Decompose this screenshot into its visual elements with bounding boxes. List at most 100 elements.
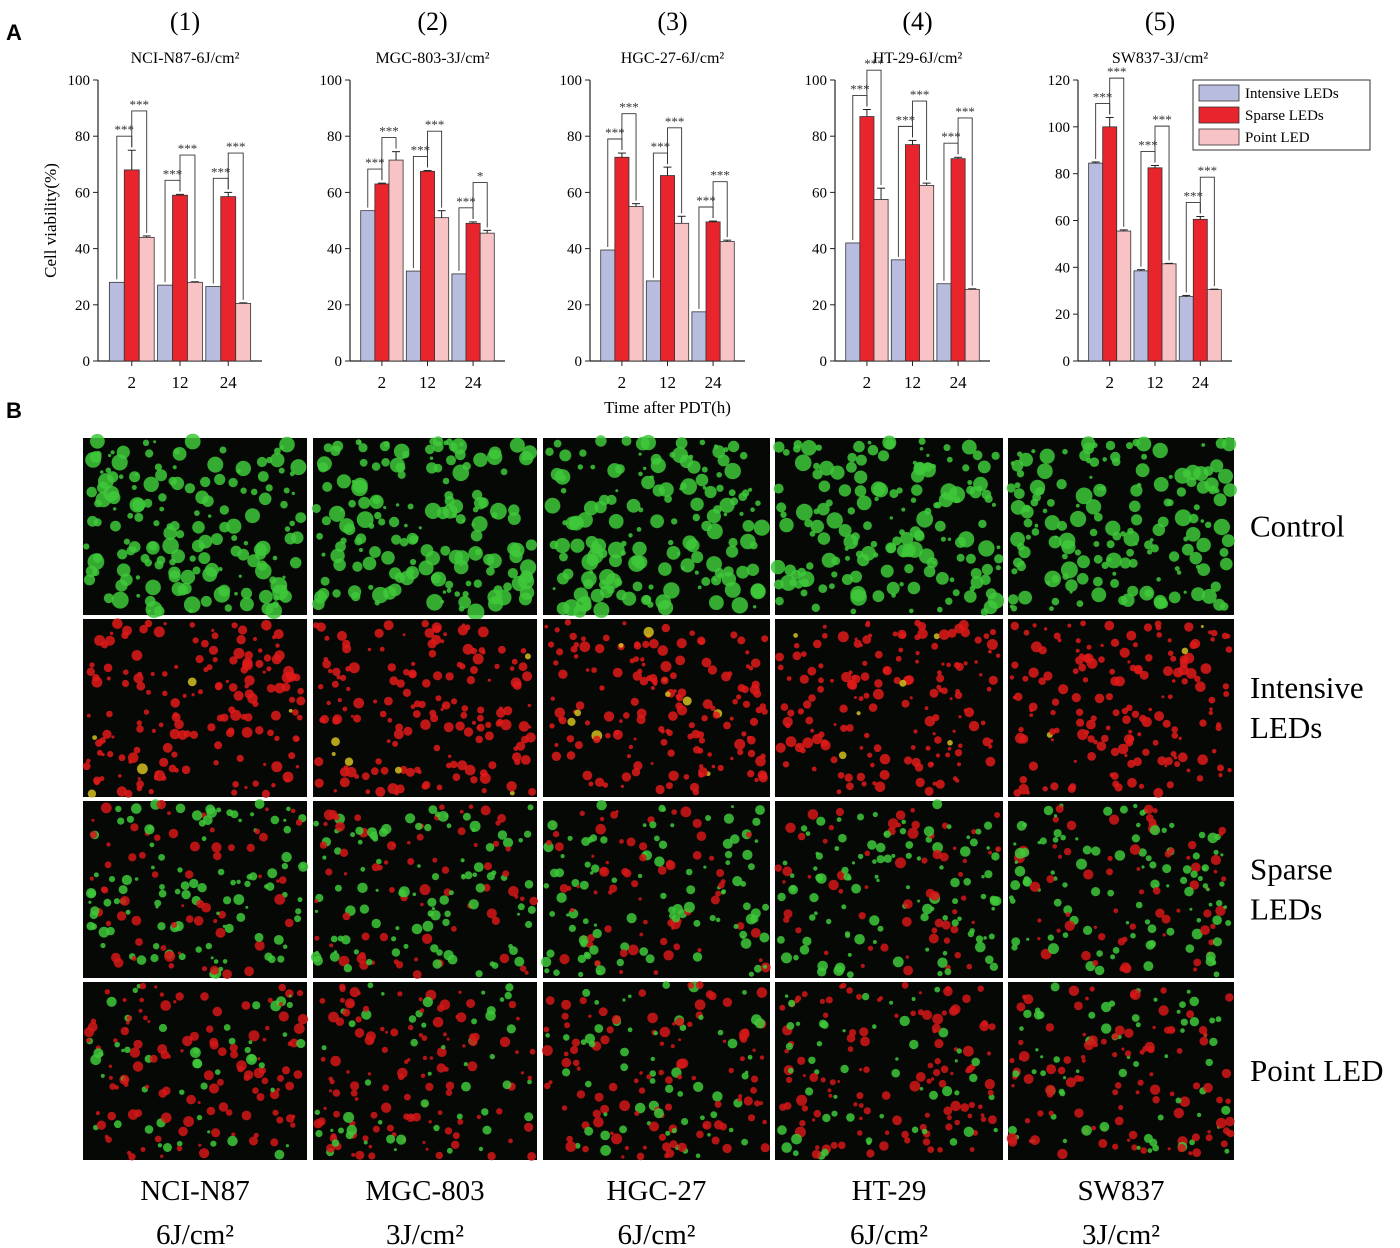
cell <box>995 846 1002 852</box>
cell <box>802 737 814 749</box>
cell <box>464 871 473 880</box>
cell <box>967 1113 973 1119</box>
cell <box>895 655 902 662</box>
cell <box>813 911 818 916</box>
significance-bracket <box>1199 176 1215 287</box>
cell <box>262 670 266 674</box>
cell <box>855 454 867 466</box>
cell <box>282 575 286 579</box>
cell <box>1030 1135 1040 1146</box>
cell <box>817 502 830 516</box>
cell <box>343 964 353 973</box>
cell <box>381 1046 388 1053</box>
cell <box>527 804 534 811</box>
cell <box>872 590 885 603</box>
cell <box>910 808 915 813</box>
cell <box>1186 989 1191 994</box>
cell <box>1140 1147 1147 1154</box>
cell <box>151 865 155 870</box>
cell <box>176 1140 183 1147</box>
cell <box>645 954 655 964</box>
cell <box>213 918 218 924</box>
cell <box>1112 1089 1119 1096</box>
cell <box>942 1086 953 1097</box>
error-bar <box>469 221 478 224</box>
chart-title: NCI-N87-6J/cm² <box>131 50 240 67</box>
cell <box>956 762 962 767</box>
cell <box>1221 534 1235 548</box>
cell <box>588 781 594 787</box>
cell <box>1191 928 1203 940</box>
cell <box>1213 598 1226 611</box>
cell <box>154 774 158 779</box>
cell <box>1176 1009 1181 1014</box>
cell <box>286 806 291 812</box>
cell <box>297 1014 309 1025</box>
cell <box>411 661 416 667</box>
cell <box>542 1045 553 1056</box>
cell <box>915 659 919 664</box>
cell <box>411 923 423 935</box>
cell <box>134 877 139 881</box>
cell <box>1092 960 1099 966</box>
cell <box>790 885 797 892</box>
cell <box>939 865 944 870</box>
error-bar <box>176 193 184 196</box>
bar <box>600 249 616 362</box>
cell <box>144 824 155 835</box>
cell <box>504 991 512 1000</box>
cell <box>290 459 307 476</box>
cell <box>1132 438 1141 447</box>
cell <box>105 1136 112 1143</box>
column-label: 3J/cm² <box>386 1219 464 1248</box>
cell <box>716 869 725 877</box>
cell <box>187 677 197 687</box>
bar <box>919 184 935 362</box>
cell <box>1070 510 1087 528</box>
cell <box>643 919 648 925</box>
cell <box>120 896 130 906</box>
cell <box>701 577 711 586</box>
cell <box>104 861 112 869</box>
cell <box>670 672 677 680</box>
cell <box>894 1013 899 1018</box>
cell <box>472 720 476 725</box>
cell <box>901 916 912 927</box>
cell <box>121 1048 125 1053</box>
cell <box>968 1101 976 1109</box>
cell <box>797 832 806 841</box>
error-bar <box>709 220 718 222</box>
cell <box>937 970 943 977</box>
micrograph <box>312 619 537 797</box>
cell <box>1063 1076 1067 1080</box>
cell <box>686 885 696 895</box>
cell <box>339 518 355 534</box>
cell <box>216 714 224 722</box>
cell <box>314 778 324 788</box>
cell <box>639 853 647 862</box>
cell <box>807 809 819 820</box>
cell <box>154 899 162 907</box>
cell <box>274 447 281 455</box>
cell <box>527 1075 533 1081</box>
cell <box>658 840 668 849</box>
cell <box>291 1114 296 1119</box>
cell <box>258 492 272 506</box>
cell <box>381 458 390 467</box>
cell <box>862 635 872 644</box>
cell <box>203 667 209 673</box>
cell <box>461 1081 471 1092</box>
significance-label: *** <box>1198 163 1218 178</box>
cell <box>745 650 750 655</box>
cell <box>754 1100 761 1107</box>
cell <box>86 758 91 763</box>
cell <box>509 790 515 796</box>
cell <box>426 462 438 474</box>
cell <box>1166 927 1175 936</box>
cell <box>116 445 130 459</box>
cell <box>115 805 122 813</box>
cell <box>164 950 176 962</box>
cell <box>462 591 469 598</box>
cell <box>608 1082 618 1092</box>
cell <box>520 1071 525 1075</box>
